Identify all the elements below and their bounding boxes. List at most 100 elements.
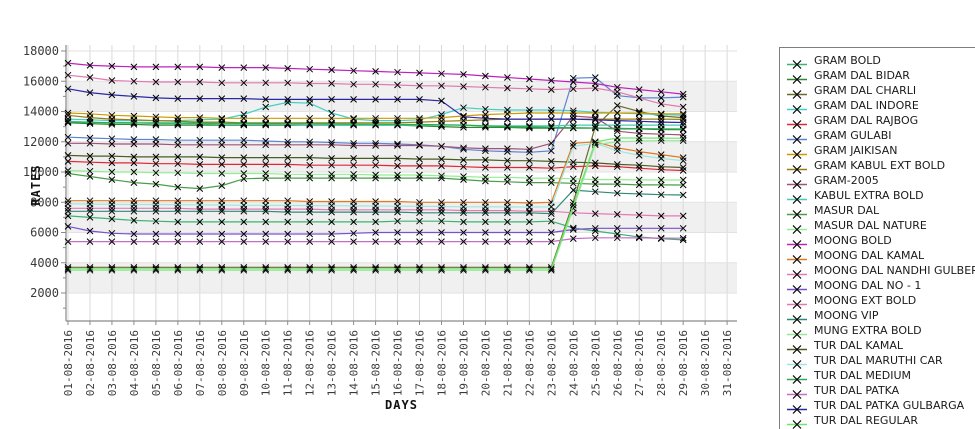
legend-item: KABUL EXTRA BOLD — [786, 188, 975, 204]
series-marker-icon — [786, 145, 810, 159]
legend-item-label: MASUR DAL NATURE — [814, 219, 927, 232]
legend-item-label: GRAM BOLD — [814, 54, 881, 67]
series-marker-icon — [786, 400, 810, 414]
series-marker-icon — [786, 265, 810, 279]
x-tick-label: 12-08-2016 — [304, 330, 317, 396]
legend-item: TUR DAL MARUTHI CAR — [786, 353, 975, 369]
x-tick-label: 10-08-2016 — [260, 330, 273, 396]
x-tick-label: 19-08-2016 — [457, 330, 470, 396]
series-marker-icon — [786, 220, 810, 234]
legend-item: MOONG BOLD — [786, 233, 975, 249]
y-tick-label: 6000 — [30, 226, 59, 240]
legend-item-label: MOONG DAL NO - 1 — [814, 279, 922, 292]
legend-item: MOONG DAL NO - 1 — [786, 278, 975, 294]
series-marker-icon — [786, 250, 810, 264]
x-tick-label: 31-08-2016 — [721, 330, 734, 396]
series-x-markers — [64, 152, 687, 171]
series-marker-icon — [786, 115, 810, 129]
legend-item-label: TUR DAL PATKA GULBARGA — [814, 399, 965, 412]
x-axis-title: DAYS — [385, 398, 418, 412]
series-marker-icon — [786, 325, 810, 339]
series-marker-icon — [786, 235, 810, 249]
series-x-markers — [64, 158, 687, 174]
legend-item: MASUR DAL — [786, 203, 975, 219]
x-tick-label: 05-08-2016 — [150, 330, 163, 396]
legend-item-label: MOONG DAL KAMAL — [814, 249, 925, 262]
series-marker-icon — [786, 100, 810, 114]
series-x-markers — [64, 134, 687, 273]
legend-item-label: GRAM-2005 — [814, 174, 879, 187]
series-x-markers — [64, 112, 687, 153]
legend-item: GRAM DAL BIDAR — [786, 68, 975, 84]
series-x-markers — [64, 118, 687, 133]
series-marker-icon — [786, 370, 810, 384]
series-marker-icon — [786, 85, 810, 99]
x-tick-label: 08-08-2016 — [216, 330, 229, 396]
y-tick-label: 12000 — [23, 135, 59, 149]
legend-item: TUR DAL KAMAL — [786, 338, 975, 354]
x-tick-label: 18-08-2016 — [435, 330, 448, 396]
legend-item-label: MOONG BOLD — [814, 234, 892, 247]
x-tick-label: 30-08-2016 — [699, 330, 712, 396]
series-x-markers — [64, 109, 687, 122]
legend-item: GRAM KABUL EXT BOLD — [786, 158, 975, 174]
x-tick-label: 21-08-2016 — [501, 330, 514, 396]
legend-item: MOONG VIP — [786, 308, 975, 324]
x-tick-label: 06-08-2016 — [172, 330, 185, 396]
series-marker-icon — [786, 190, 810, 204]
legend-item: GRAM DAL RAJBOG — [786, 113, 975, 129]
legend-item-label: KABUL EXTRA BOLD — [814, 189, 924, 202]
x-tick-label: 04-08-2016 — [128, 330, 141, 396]
rates-line-chart: 2000 4000 6000 8000 10000 12000 14000 16000 1800… — [23, 44, 737, 412]
legend-item-label: GRAM GULABI — [814, 129, 892, 142]
x-tick-label: 13-08-2016 — [326, 330, 339, 396]
y-tick-label: 8000 — [30, 195, 59, 209]
x-tick-label: 27-08-2016 — [633, 330, 646, 396]
legend-item: GRAM DAL INDORE — [786, 98, 975, 114]
series-x-markers — [64, 170, 687, 192]
x-tick-label: 17-08-2016 — [414, 330, 427, 396]
series-marker-icon — [786, 205, 810, 219]
x-tick-label: 15-08-2016 — [370, 330, 383, 396]
series-marker-icon — [786, 55, 810, 69]
legend-item-label: MUNG EXTRA BOLD — [814, 324, 922, 337]
legend-item: MOONG EXT BOLD — [786, 293, 975, 309]
legend-item-label: TUR DAL REGULAR — [814, 414, 919, 427]
legend-item-label: MASUR DAL — [814, 204, 880, 217]
series-x-markers — [64, 186, 687, 217]
y-tick-label: 2000 — [30, 286, 59, 300]
series-marker-icon — [786, 310, 810, 324]
plot-area: 2000 4000 6000 8000 10000 12000 14000 16000 1800… — [23, 44, 737, 412]
series-marker-icon — [786, 295, 810, 309]
x-tick-label: 29-08-2016 — [677, 330, 690, 396]
legend-item: GRAM-2005 — [786, 173, 975, 189]
legend-item: TUR DAL PATKA GULBARGA — [786, 398, 975, 414]
series-x-markers — [64, 138, 687, 207]
series-x-markers — [64, 139, 687, 211]
series-marker-icon — [786, 385, 810, 399]
legend-item-label: GRAM DAL INDORE — [814, 99, 919, 112]
x-tick-label: 09-08-2016 — [238, 330, 251, 396]
series-marker-icon — [786, 340, 810, 354]
series-x-markers — [64, 85, 687, 126]
series-x-markers — [64, 234, 687, 245]
legend-item: GRAM GULABI — [786, 128, 975, 144]
legend-item: GRAM DAL CHARLI — [786, 83, 975, 99]
series-marker-icon — [786, 175, 810, 189]
legend-item: MASUR DAL NATURE — [786, 218, 975, 234]
legend-item: TUR DAL PATKA — [786, 383, 975, 399]
x-tick-label: 25-08-2016 — [589, 330, 602, 396]
series-marker-icon — [786, 130, 810, 144]
x-tick-label: 28-08-2016 — [655, 330, 668, 396]
legend-item-label: GRAM DAL CHARLI — [814, 84, 917, 97]
x-tick-label: 22-08-2016 — [523, 330, 536, 396]
legend-item-label: GRAM KABUL EXT BOLD — [814, 159, 946, 172]
series-x-markers — [64, 223, 687, 238]
series-marker-icon — [786, 415, 810, 429]
legend-item: MUNG EXTRA BOLD — [786, 323, 975, 339]
chart-legend: GRAM BOLD GRAM DAL BIDAR GRAM DAL CHARLI GR… — [779, 47, 975, 429]
y-axis-title: RATES — [29, 164, 43, 205]
legend-item-label: TUR DAL MEDIUM — [814, 369, 912, 382]
series-x-markers — [64, 204, 687, 220]
x-tick-label: 11-08-2016 — [282, 330, 295, 396]
